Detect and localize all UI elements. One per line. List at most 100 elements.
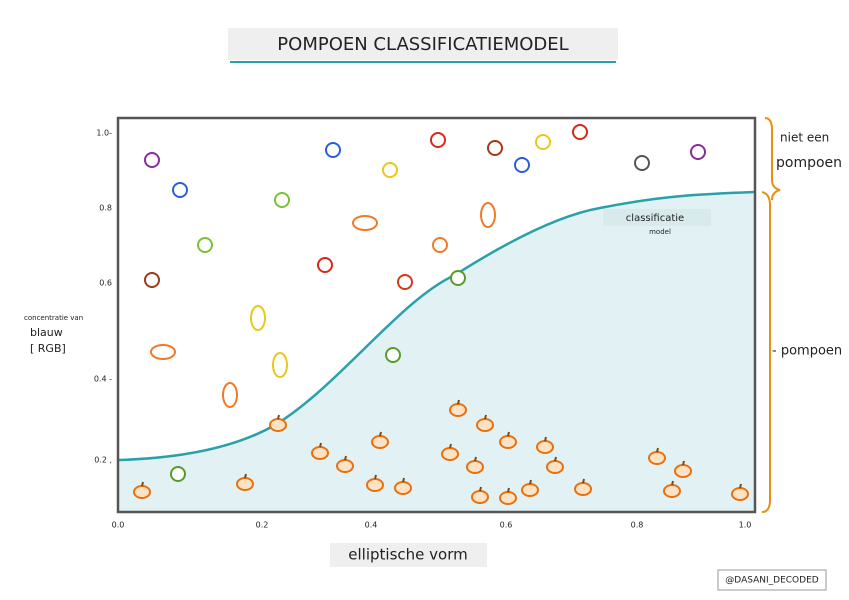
banana	[535, 134, 551, 150]
candy	[514, 157, 530, 173]
apple	[487, 140, 503, 156]
orange	[397, 274, 413, 290]
pumpkin-stem	[479, 486, 482, 492]
y-axis-label: concentratie van	[24, 314, 83, 322]
pumpkin-stem	[244, 473, 247, 479]
pumpkin	[471, 490, 489, 504]
pumpkin	[336, 459, 354, 473]
carrot	[352, 215, 378, 231]
grapes	[274, 192, 290, 208]
pumpkin	[236, 477, 254, 491]
pumpkin-stem	[374, 474, 377, 480]
pumpkin	[521, 483, 539, 497]
x-tick-label: 0.0	[112, 521, 125, 530]
pumpkin	[466, 460, 484, 474]
glyph	[634, 155, 650, 171]
duck	[325, 142, 341, 158]
x-tick-label: 0.4	[365, 521, 378, 530]
pumpkin-stem	[141, 481, 144, 487]
pumpkin-stem	[671, 480, 674, 486]
bracket	[764, 117, 781, 201]
pear	[222, 382, 238, 408]
pumpkin	[499, 435, 517, 449]
grapes	[197, 237, 213, 253]
pumpkin	[499, 491, 517, 505]
candy	[172, 182, 188, 198]
orange	[432, 237, 448, 253]
pumpkin-stem	[474, 456, 477, 462]
pumpkin	[371, 435, 389, 449]
pumpkin-stem	[507, 487, 510, 493]
pumpkin-stem	[682, 460, 685, 466]
pumpkin-stem	[507, 431, 510, 437]
x-tick-label: 0.2	[256, 521, 269, 530]
pumpkin-stem	[379, 431, 382, 437]
y-axis-label: [ RGB]	[30, 342, 66, 355]
class-label: pompoen	[776, 155, 842, 171]
grapes	[144, 152, 160, 168]
pumpkin-stem	[319, 442, 322, 448]
pumpkin-stem	[277, 414, 280, 420]
pumpkin-stem	[554, 456, 557, 462]
class-label: - pompoen	[772, 344, 842, 359]
pumpkin-region	[118, 192, 755, 512]
pear	[250, 305, 266, 331]
leaf	[170, 466, 186, 482]
pumpkin-stem	[529, 479, 532, 485]
strawberry	[317, 257, 333, 273]
apple	[572, 124, 588, 140]
x-axis-label: elliptische vorm	[348, 546, 467, 564]
y-tick-label: 0.8	[99, 204, 112, 213]
pumpkin-stem	[457, 399, 460, 405]
pumpkin	[311, 446, 329, 460]
y-tick-label: 1.0-	[96, 129, 112, 138]
x-label-box	[330, 543, 487, 567]
pumpkin	[476, 418, 494, 432]
pumpkin	[366, 478, 384, 492]
pumpkin	[441, 447, 459, 461]
carrot	[150, 344, 176, 360]
pumpkin-stem	[484, 414, 487, 420]
y-tick-label: 0.2 ,	[94, 456, 112, 465]
pumpkin	[663, 484, 681, 498]
pumpkin-stem	[739, 483, 742, 489]
plot-frame	[116, 116, 757, 514]
icecream	[690, 144, 706, 160]
x-tick-label: 0.6	[500, 521, 513, 530]
pumpkin-stem	[449, 443, 452, 449]
class-label: niet een	[780, 131, 829, 145]
credit-box	[717, 569, 827, 591]
pumpkin-stem	[544, 436, 547, 442]
pumpkin	[674, 464, 692, 478]
y-tick-label: 0.6	[99, 279, 112, 288]
pumpkin-stem	[582, 478, 585, 484]
leaf	[385, 347, 401, 363]
title-box	[228, 28, 618, 60]
pumpkin	[731, 487, 749, 501]
credit: @DASANI_DECODED	[725, 576, 818, 586]
pumpkin	[536, 440, 554, 454]
curve-label-box	[603, 209, 711, 226]
fruit-icons	[133, 124, 749, 505]
title: POMPOEN CLASSIFICATIEMODEL	[277, 34, 568, 55]
pear	[272, 352, 288, 378]
banana	[382, 162, 398, 178]
pumpkin	[449, 403, 467, 417]
pumpkin-stem	[344, 455, 347, 461]
decision-curve	[117, 190, 756, 462]
bracket	[761, 191, 771, 513]
pumpkin	[648, 451, 666, 465]
pumpkin	[269, 418, 287, 432]
leaf	[450, 270, 466, 286]
pumpkin	[133, 485, 151, 499]
curve-label: classificatie	[626, 213, 684, 224]
curve-label: model	[649, 228, 671, 236]
x-tick-label: 1.0	[739, 521, 752, 530]
y-axis-label: blauw	[30, 326, 63, 339]
squirrel	[144, 272, 160, 288]
pumpkin-stem	[656, 447, 659, 453]
y-tick-label: 0.4 -	[94, 375, 112, 384]
pumpkin	[574, 482, 592, 496]
x-tick-label: 0.8	[631, 521, 644, 530]
